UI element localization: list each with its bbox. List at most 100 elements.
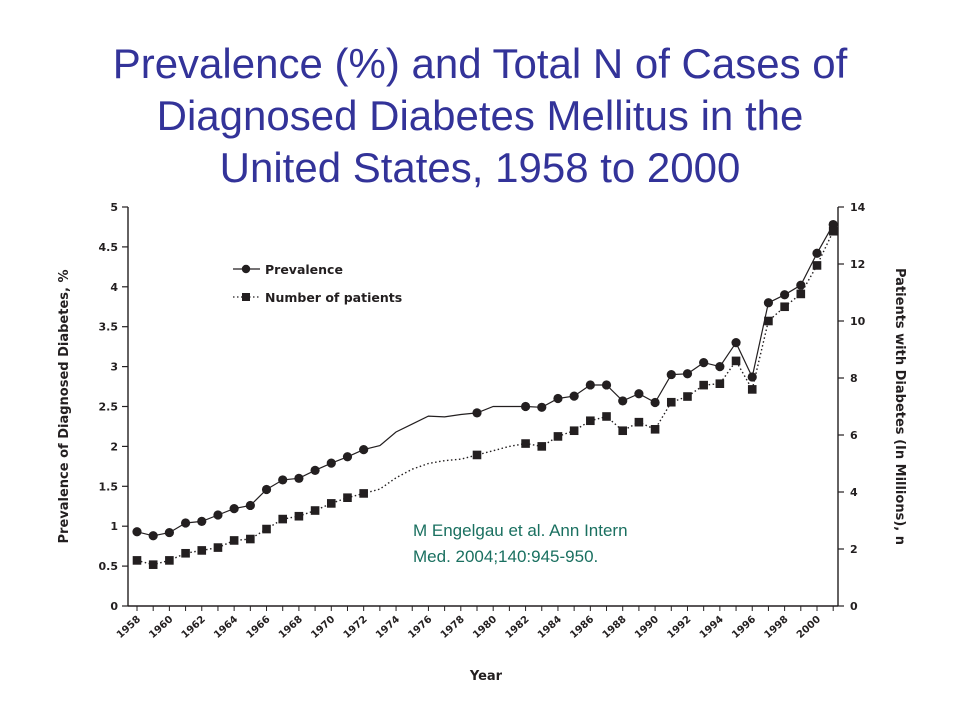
data-point [780, 302, 789, 312]
x-tick-label: 1990 [633, 614, 661, 641]
left-tick-label: 3.5 [99, 321, 119, 334]
left-tick-label: 4 [110, 281, 118, 294]
data-point [132, 527, 142, 537]
right-tick-label: 10 [850, 315, 866, 328]
data-point [682, 369, 693, 379]
left-tick-label: 0 [110, 600, 118, 613]
data-point [747, 385, 757, 394]
x-tick-label: 1994 [698, 614, 726, 641]
x-tick-label: 1968 [277, 614, 305, 641]
data-point [569, 426, 579, 436]
data-point [553, 393, 563, 404]
x-tick-label: 1986 [568, 614, 596, 641]
series-layer [132, 219, 838, 569]
series-line [136, 230, 834, 566]
x-tick-label: 1998 [763, 614, 791, 641]
x-tick-label: 1960 [147, 614, 175, 641]
legend-marker [242, 293, 250, 301]
left-tick-label: 0.5 [99, 560, 119, 573]
data-point [294, 473, 304, 483]
data-point [342, 452, 353, 462]
left-tick-label: 4.5 [99, 241, 119, 254]
data-point [359, 444, 369, 455]
data-point [164, 527, 174, 538]
data-point [586, 416, 595, 426]
data-point [472, 450, 482, 460]
data-point [812, 261, 822, 270]
left-tick-label: 1 [110, 520, 118, 533]
data-point [278, 475, 288, 485]
x-tick-label: 1980 [471, 614, 499, 641]
series-number-of-patients [132, 226, 838, 569]
data-point [731, 356, 741, 366]
legend-label: Number of patients [265, 290, 402, 305]
data-point [699, 380, 708, 390]
left-axis-title: Prevalence of Diagnosed Diabetes, % [57, 270, 72, 544]
legend-label: Prevalence [265, 262, 343, 277]
data-point [764, 316, 773, 326]
right-tick-label: 14 [850, 201, 866, 214]
x-tick-label: 1974 [374, 614, 402, 641]
data-point [796, 289, 806, 299]
data-point [537, 402, 547, 412]
x-tick-label: 1964 [212, 614, 240, 641]
left-tick-label: 3 [110, 361, 118, 374]
data-point [197, 546, 207, 555]
legend-marker [241, 264, 251, 274]
x-tick-label: 1972 [342, 614, 370, 641]
data-point [634, 417, 644, 427]
data-point [747, 372, 757, 382]
right-tick-label: 12 [850, 258, 865, 271]
axes: 0 0.5 1 1.5 2 2.5 3 3.5 4 4.5 5 0 2 4 6 8 10 12 14 1958 1960… [57, 201, 907, 684]
x-axis-title: Year [469, 669, 503, 684]
data-point [343, 493, 352, 502]
series-line [136, 224, 834, 537]
data-point [326, 499, 336, 508]
data-point [601, 380, 612, 390]
data-point [812, 248, 822, 258]
x-tick-label: 1958 [115, 614, 143, 641]
data-point [213, 543, 223, 552]
data-point [553, 432, 563, 441]
data-point [585, 380, 595, 390]
data-point [229, 536, 239, 545]
data-point [537, 442, 547, 451]
data-point [699, 358, 709, 368]
data-point [650, 397, 660, 408]
right-tick-label: 0 [850, 600, 858, 613]
x-tick-label: 1988 [601, 614, 629, 641]
right-tick-label: 6 [850, 429, 858, 442]
data-point [148, 560, 158, 569]
x-tick-label: 1962 [180, 614, 208, 641]
data-point [828, 219, 838, 230]
x-tick-label: 1992 [665, 614, 693, 641]
data-point [715, 362, 725, 372]
x-tick-label: 1976 [406, 614, 434, 641]
data-point [261, 484, 272, 495]
data-point [165, 556, 174, 565]
left-tick-label: 1.5 [99, 480, 119, 493]
data-point [180, 518, 191, 528]
right-tick-label: 4 [850, 486, 858, 499]
data-point [715, 379, 725, 388]
x-tick-label: 1996 [730, 614, 758, 641]
left-tick-label: 2.5 [99, 401, 119, 414]
data-point [731, 338, 741, 348]
x-tick-label: 1978 [439, 614, 467, 641]
left-tick-label: 5 [110, 201, 118, 214]
x-tick-label: 1966 [244, 614, 272, 641]
data-point [780, 290, 790, 300]
data-point [213, 510, 223, 520]
data-point [569, 391, 579, 401]
slide-title: Prevalence (%) and Total N of Cases of D… [112, 40, 848, 191]
data-point [650, 425, 660, 434]
x-tick-label: 1970 [309, 614, 337, 641]
data-point [132, 556, 142, 565]
data-point [229, 504, 239, 514]
left-tick-label: 2 [110, 440, 118, 453]
citation: M Engelgau et al. Ann Intern Med. 2004;1… [413, 521, 628, 566]
data-point [246, 534, 255, 544]
data-point [666, 369, 676, 380]
data-point [666, 397, 676, 407]
